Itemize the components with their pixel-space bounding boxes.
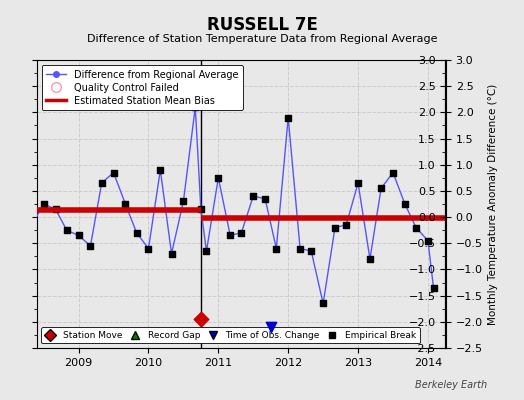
Point [110,169,118,176]
Point [389,169,397,176]
Point [86,243,95,249]
Point [261,196,269,202]
Point [196,206,205,212]
Point [237,230,246,236]
Point [196,316,205,322]
Point [366,256,374,262]
Point [429,284,438,291]
Point [28,222,36,228]
Point [319,300,328,307]
Legend: Station Move, Record Gap, Time of Obs. Change, Empirical Break: Station Move, Record Gap, Time of Obs. C… [41,327,420,344]
Point [62,227,71,233]
Text: Difference of Station Temperature Data from Regional Average: Difference of Station Temperature Data f… [87,34,437,44]
Point [284,114,292,121]
Point [51,206,60,212]
Text: RUSSELL 7E: RUSSELL 7E [206,16,318,34]
Point [226,232,234,239]
Point [167,250,176,257]
Point [179,198,188,204]
Point [39,201,48,207]
Y-axis label: Monthly Temperature Anomaly Difference (°C): Monthly Temperature Anomaly Difference (… [488,83,498,325]
Point [267,324,275,330]
Point [272,245,280,252]
Text: Berkeley Earth: Berkeley Earth [415,380,487,390]
Point [191,104,200,110]
Point [307,248,315,254]
Point [97,180,106,186]
Point [74,232,83,239]
Point [121,201,129,207]
Point [401,201,409,207]
Point [342,222,351,228]
Point [144,245,152,252]
Point [331,224,339,231]
Point [249,193,257,199]
Point [133,230,141,236]
Point [202,248,211,254]
Point [156,167,165,173]
Point [424,238,432,244]
Point [354,180,362,186]
Point [377,185,385,192]
Point [214,175,223,181]
Point [296,245,304,252]
Point [412,224,420,231]
